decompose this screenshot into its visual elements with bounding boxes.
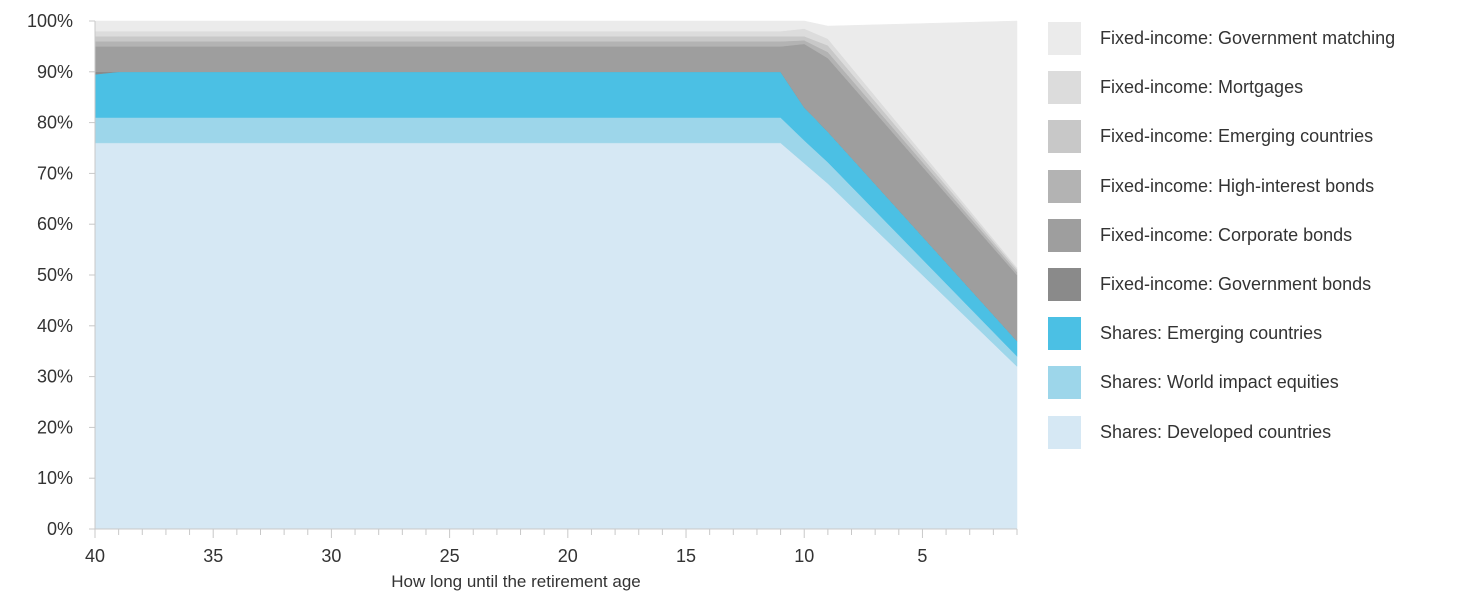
legend-swatch xyxy=(1048,366,1081,400)
y-tick-label: 90% xyxy=(37,62,73,82)
legend-label: Shares: World impact equities xyxy=(1100,372,1339,393)
y-tick-label: 20% xyxy=(37,417,73,437)
legend-label: Fixed-income: Government bonds xyxy=(1100,274,1372,295)
legend-swatch xyxy=(1048,169,1081,203)
legend-swatch xyxy=(1048,415,1081,449)
axes: 0% 10% 20% 30% 40% 50% 60% 70% 80% 90% 100% 40 35 30 2… xyxy=(27,11,1018,566)
legend-item: Fixed-income: Corporate bonds xyxy=(1048,211,1448,260)
y-tick-label: 60% xyxy=(37,214,73,234)
legend-item: Fixed-income: Government matching xyxy=(1048,14,1448,63)
legend-label: Fixed-income: Government matching xyxy=(1100,28,1396,49)
legend: Fixed-income: Government matching Fixed-i… xyxy=(1048,14,1448,457)
series-area-8 xyxy=(94,20,1018,269)
x-tick-label: 10 xyxy=(794,546,814,566)
legend-swatch xyxy=(1048,71,1081,105)
x-tick-label: 30 xyxy=(321,546,341,566)
legend-item: Shares: World impact equities xyxy=(1048,358,1448,407)
legend-item: Fixed-income: Government bonds xyxy=(1048,260,1448,309)
y-tick-label: 70% xyxy=(37,163,73,183)
y-tick-label: 80% xyxy=(37,113,73,133)
y-tick-label: 0% xyxy=(47,519,73,539)
y-tick-label: 30% xyxy=(37,367,73,387)
legend-item: Fixed-income: Emerging countries xyxy=(1048,112,1448,161)
legend-label: Fixed-income: Emerging countries xyxy=(1100,126,1374,147)
legend-swatch xyxy=(1048,268,1081,302)
legend-label: Fixed-income: Corporate bonds xyxy=(1100,224,1353,245)
legend-label: Shares: Emerging countries xyxy=(1100,323,1323,344)
legend-swatch xyxy=(1048,317,1081,351)
y-tick-label: 50% xyxy=(37,265,73,285)
x-tick-label: 35 xyxy=(203,546,223,566)
legend-item: Shares: Developed countries xyxy=(1048,408,1448,457)
legend-label: Fixed-income: Mortgages xyxy=(1100,77,1304,98)
y-tick-label: 10% xyxy=(37,468,73,488)
legend-item: Fixed-income: High-interest bonds xyxy=(1048,162,1448,211)
x-tick-label: 15 xyxy=(676,546,696,566)
legend-label: Fixed-income: High-interest bonds xyxy=(1100,175,1375,196)
y-tick-label: 100% xyxy=(27,11,73,31)
legend-swatch xyxy=(1048,218,1081,252)
x-axis-title: How long until the retirement age xyxy=(391,572,640,591)
plot-area xyxy=(94,20,1018,530)
x-tick-label: 5 xyxy=(917,546,927,566)
x-tick-label: 40 xyxy=(85,546,105,566)
legend-label: Shares: Developed countries xyxy=(1100,421,1332,442)
legend-item: Fixed-income: Mortgages xyxy=(1048,63,1448,112)
legend-item: Shares: Emerging countries xyxy=(1048,309,1448,358)
x-tick-label: 25 xyxy=(440,546,460,566)
legend-swatch xyxy=(1048,22,1081,56)
y-tick-label: 40% xyxy=(37,316,73,336)
legend-swatch xyxy=(1048,120,1081,154)
x-tick-label: 20 xyxy=(558,546,578,566)
